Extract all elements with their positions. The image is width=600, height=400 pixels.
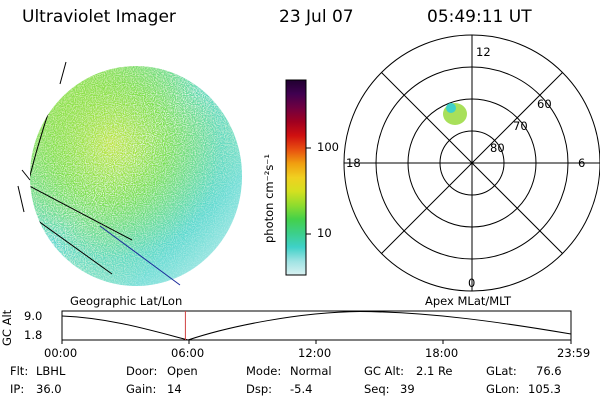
terminator-line <box>99 225 181 286</box>
colorbar-tick-10: 10 <box>317 226 332 240</box>
ip-value: 36.0 <box>36 382 62 396</box>
colorbar-unit-label: photon cm⁻²s⁻¹ <box>262 154 276 243</box>
colorbar-tick-100: 100 <box>317 140 339 154</box>
mlt-label-12: 12 <box>476 45 491 59</box>
dsp-value: -5.4 <box>290 382 313 396</box>
apex-label: Apex MLat/MLT <box>425 294 512 308</box>
glat-label: GLat: <box>486 364 517 378</box>
door-value: Open <box>167 364 198 378</box>
timeline-axis-label: GC Alt <box>0 309 14 346</box>
lat-label-70: 70 <box>513 119 528 133</box>
mlt-label-0: 0 <box>468 276 476 290</box>
lat-label-80: 80 <box>490 141 505 155</box>
altitude-curve <box>61 310 572 341</box>
instrument-title: Ultraviolet Imager <box>22 7 176 27</box>
flt-value: LBHL <box>36 364 66 378</box>
uv-image-disk <box>17 61 242 286</box>
colorbar <box>285 79 311 276</box>
timeline-xtick: 23:59 <box>557 346 591 360</box>
gcalt-label: GC Alt: <box>364 364 405 378</box>
gcalt-value: 2.1 Re <box>416 364 453 378</box>
gain-label: Gain: <box>126 382 157 396</box>
flt-label: Flt: <box>10 364 29 378</box>
door-label: Door: <box>126 364 158 378</box>
mode-value: Normal <box>290 364 332 378</box>
seq-value: 39 <box>400 382 415 396</box>
observation-date: 23 Jul 07 <box>279 7 354 27</box>
glon-value: 105.3 <box>528 382 561 396</box>
mlt-label-6: 6 <box>578 156 586 170</box>
mlt-label-18: 18 <box>346 156 361 170</box>
timeline-ytick-top: 9.0 <box>24 309 43 323</box>
timeline-xtick: 00:00 <box>44 346 78 360</box>
timeline-xtick: 18:00 <box>425 346 459 360</box>
timeline-ytick-bottom: 1.8 <box>24 328 43 342</box>
glon-label: GLon: <box>486 382 520 396</box>
timeline-xtick: 06:00 <box>171 346 205 360</box>
dsp-label: Dsp: <box>246 382 273 396</box>
lat-label-60: 60 <box>537 97 552 111</box>
glat-value: 76.6 <box>536 364 562 378</box>
timeline-xtick: 12:00 <box>298 346 332 360</box>
geographic-label: Geographic Lat/Lon <box>70 294 183 308</box>
latitude-line <box>30 179 133 241</box>
polar-mlt-plot <box>343 34 600 292</box>
ip-label: IP: <box>10 382 25 396</box>
gc-alt-timeline <box>61 310 572 344</box>
observation-time: 05:49:11 UT <box>427 7 532 27</box>
gain-value: 14 <box>167 382 182 396</box>
mode-label: Mode: <box>246 364 282 378</box>
seq-label: Seq: <box>364 382 390 396</box>
